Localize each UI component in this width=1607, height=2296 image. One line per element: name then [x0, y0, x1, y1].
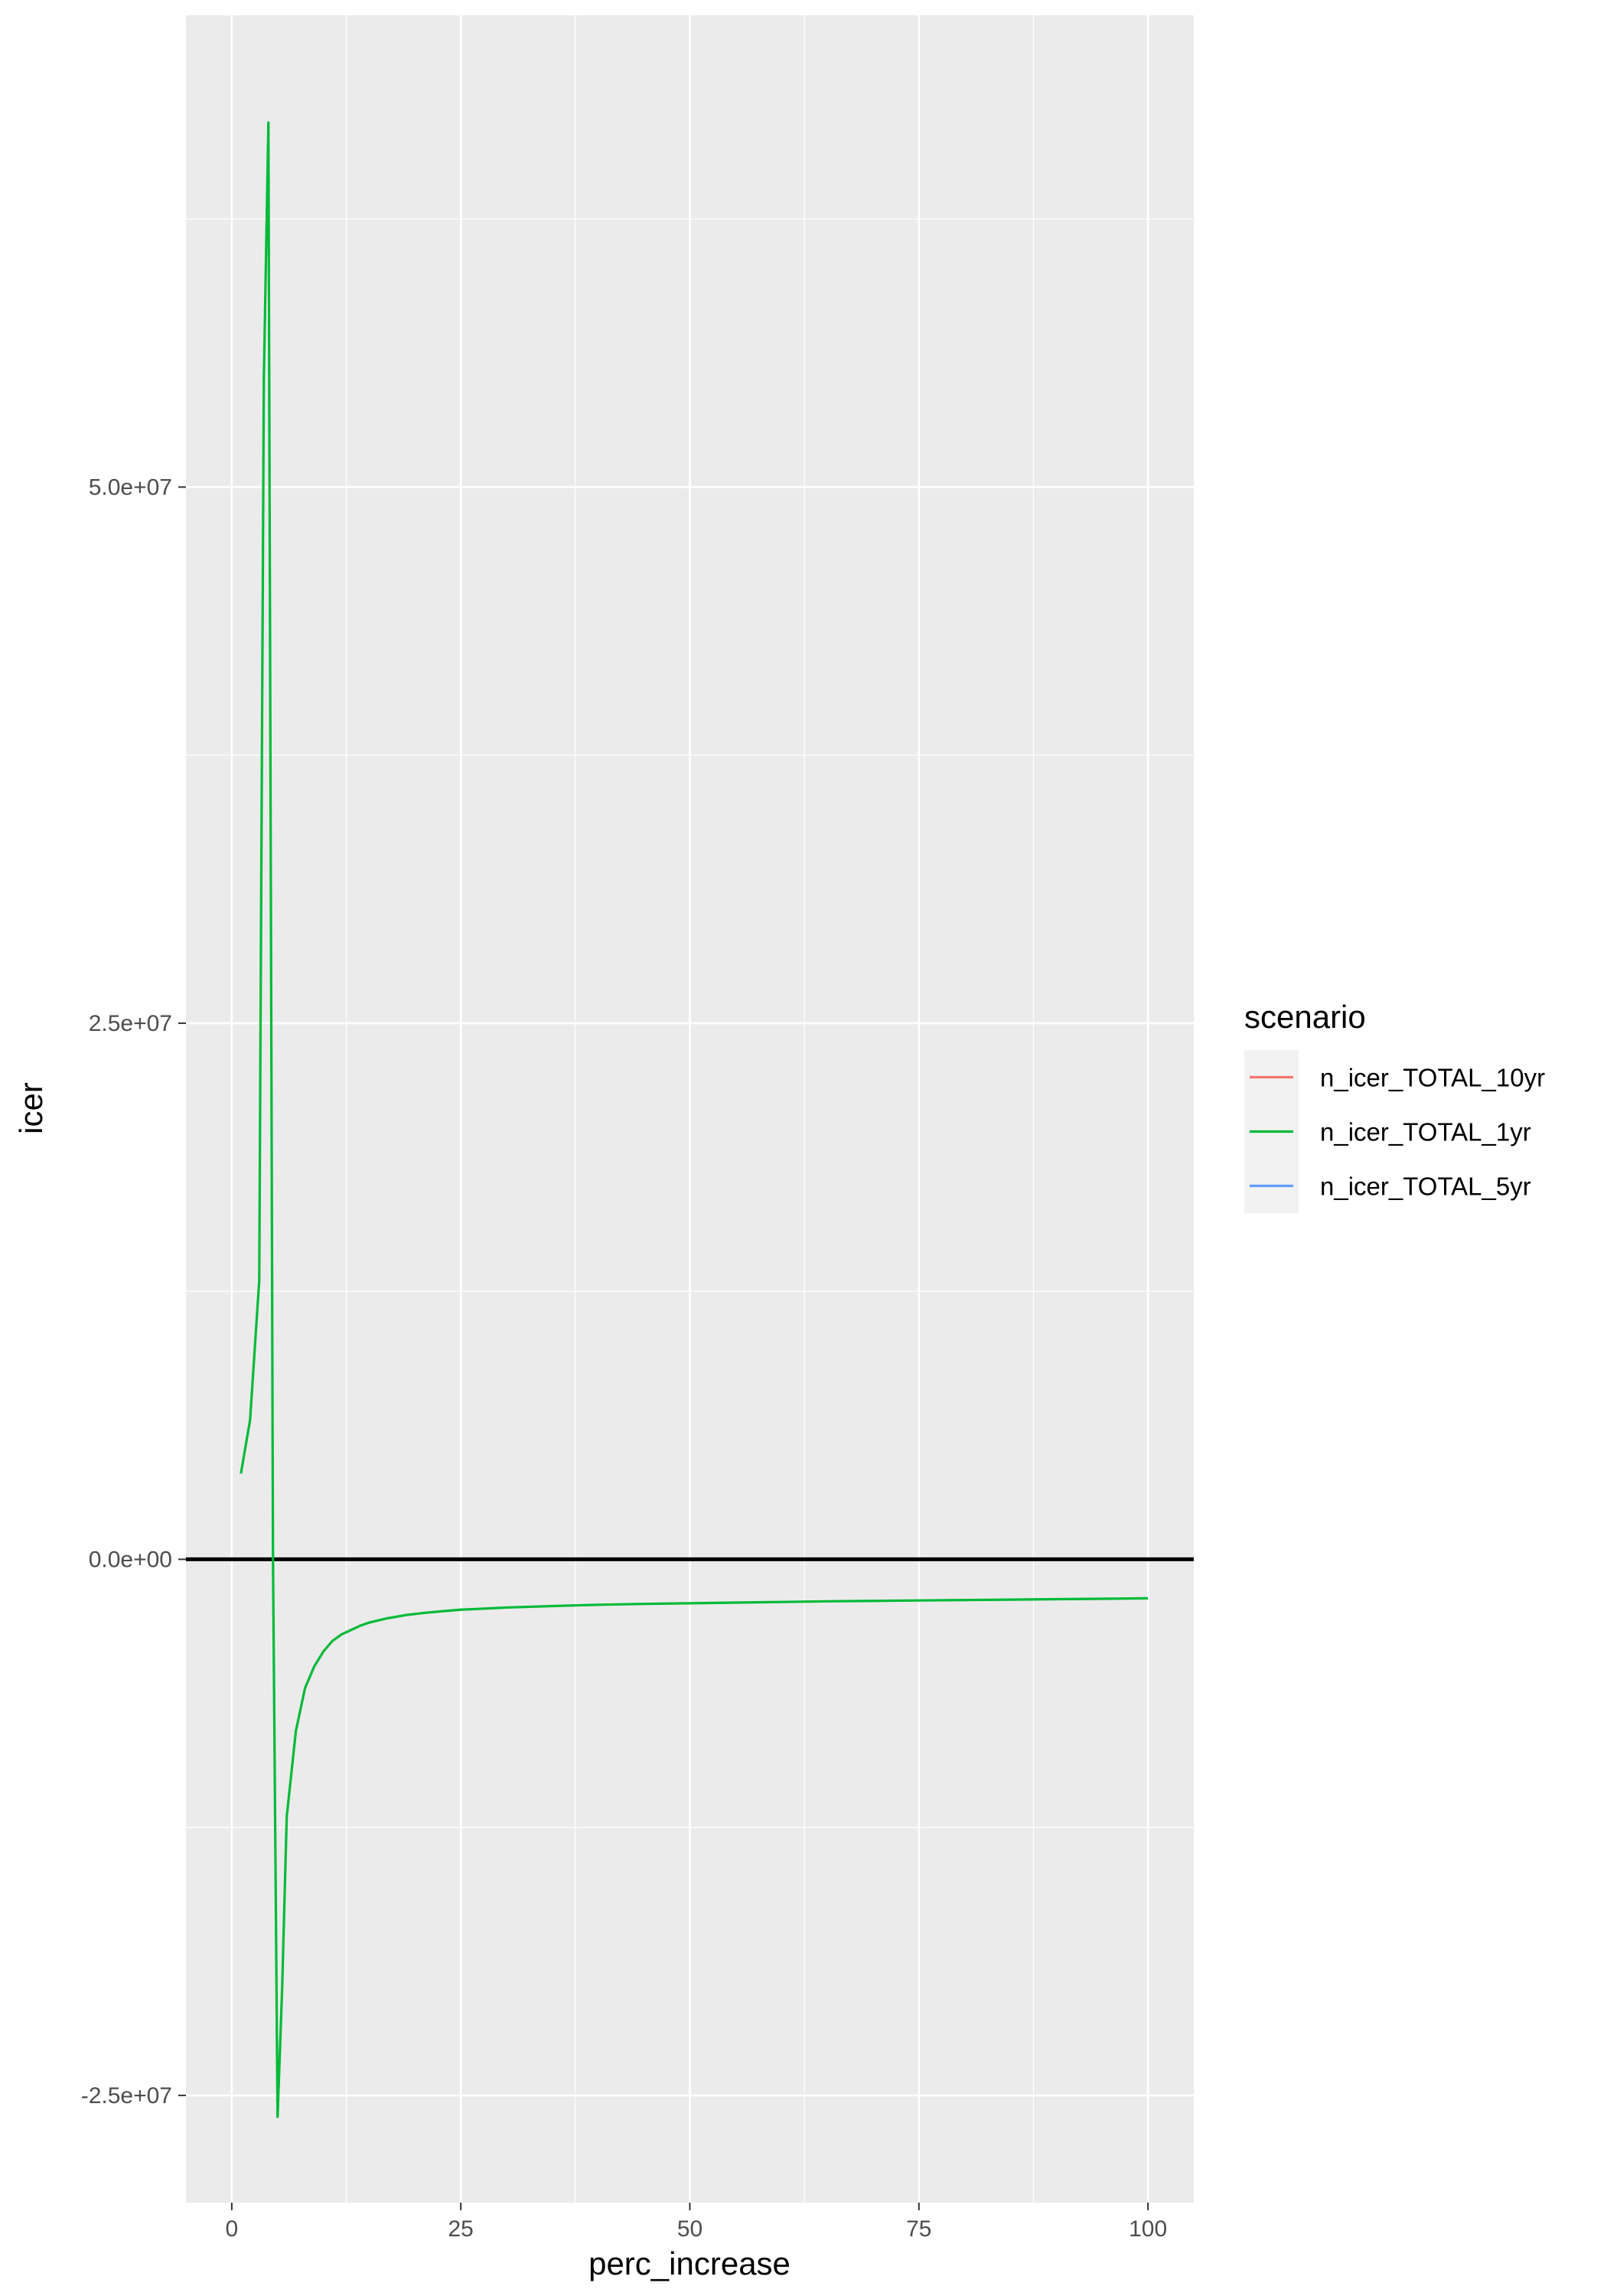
y-tick-label: -2.5e+07 — [81, 2083, 172, 2108]
x-tick-label: 50 — [677, 2216, 702, 2242]
y-tick-label: 5.0e+07 — [89, 475, 172, 500]
legend-label: n_icer_TOTAL_10yr — [1320, 1064, 1545, 1092]
x-axis-title: perc_increase — [588, 2245, 790, 2281]
y-axis-title: icer — [13, 1082, 49, 1134]
x-tick-label: 25 — [448, 2216, 473, 2242]
y-tick-label: 0.0e+00 — [89, 1547, 172, 1572]
x-tick-label: 75 — [906, 2216, 931, 2242]
x-tick-label: 0 — [226, 2216, 239, 2242]
legend-items: n_icer_TOTAL_10yr n_icer_TOTAL_1yr n_icer_… — [1244, 1050, 1545, 1213]
series-line — [240, 121, 1149, 2118]
y-axis: -2.5e+07 0.0e+00 2.5e+07 5.0e+07 — [81, 475, 186, 2108]
x-tick-label: 100 — [1129, 2216, 1167, 2242]
minor-gridlines — [186, 15, 1194, 2203]
legend-label: n_icer_TOTAL_1yr — [1320, 1118, 1531, 1146]
y-tick-label: 2.5e+07 — [89, 1011, 172, 1036]
legend-title: scenario — [1244, 999, 1366, 1035]
x-axis: 0 25 50 75 100 — [226, 2203, 1167, 2242]
legend-label: n_icer_TOTAL_5yr — [1320, 1172, 1531, 1201]
legend: scenario n_icer_TOTAL_10yrn_icer_TOTAL_1… — [1244, 999, 1545, 1213]
series-layer — [240, 121, 1149, 2118]
